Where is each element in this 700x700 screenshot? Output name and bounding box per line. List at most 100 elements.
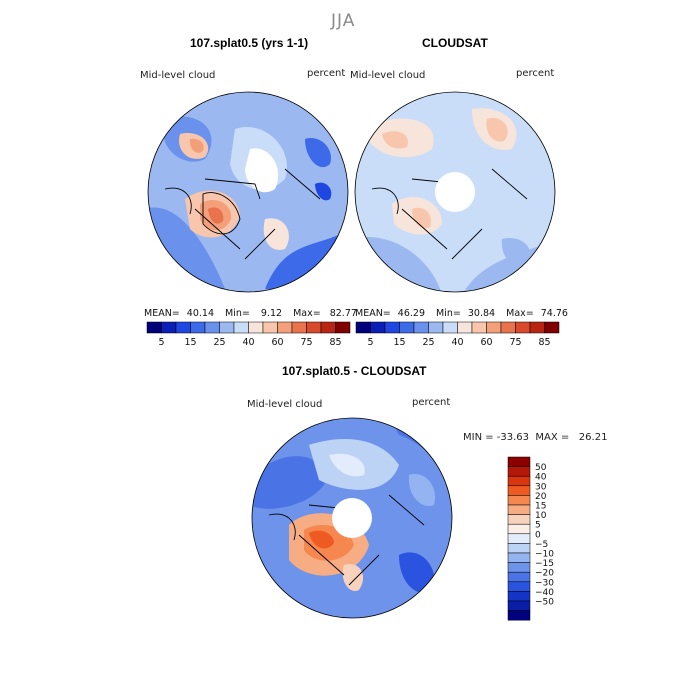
colorbar-swatch: [370, 321, 386, 334]
colorbar-swatch: [507, 562, 531, 573]
colorbar-swatch: [507, 466, 531, 477]
colorbar-tick-label: 40: [451, 337, 463, 347]
colorbar-swatch: [146, 321, 162, 334]
colorbar-cloudsat: 515254060758595: [355, 321, 560, 347]
panel1-mean-label: MEAN=: [144, 308, 180, 319]
colorbar-swatch: [175, 321, 191, 334]
colorbar-tick-label: 15: [535, 502, 546, 512]
map-cloudsat: [354, 91, 556, 293]
panel1-min-label: Min=: [225, 308, 250, 319]
colorbar-swatch: [507, 485, 531, 496]
colorbar-tick-label: 60: [480, 337, 492, 347]
colorbar-swatch: [529, 321, 545, 334]
colorbar-swatch: [507, 504, 531, 515]
colorbar-tick-label: 75: [300, 337, 312, 347]
colorbar-tick-label: 50: [535, 463, 547, 473]
colorbar-swatch: [413, 321, 429, 334]
panel1-min-value: 9.12: [260, 308, 283, 319]
panel2-min-value: 30.84: [467, 308, 496, 319]
colorbar-tick-label: 5: [367, 337, 373, 347]
colorbar-swatch: [428, 321, 444, 334]
colorbar-swatch: [507, 495, 531, 506]
panel2-stats: MEAN= 46.29 Min= 30.84 Max= 74.76: [355, 308, 568, 319]
colorbar-swatch: [507, 456, 531, 467]
colorbar-tick-label: 25: [422, 337, 434, 347]
panel1-stats: MEAN= 40.14 Min= 9.12 Max= 82.77: [144, 308, 357, 319]
colorbar-model: 515254060758595: [146, 321, 351, 347]
colorbar-tick-label: −50: [535, 598, 554, 608]
colorbar-tick-label: 15: [393, 337, 405, 347]
colorbar-swatch: [507, 610, 531, 621]
colorbar-swatch: [507, 552, 531, 563]
panel2-units-label: percent: [516, 68, 555, 79]
colorbar-tick-label: 40: [242, 337, 254, 347]
colorbar-tick-label: −40: [535, 588, 554, 598]
colorbar-tick-label: 25: [213, 337, 225, 347]
colorbar-swatch: [204, 321, 220, 334]
colorbar-swatch: [486, 321, 502, 334]
colorbar-swatch: [161, 321, 177, 334]
colorbar-swatch: [291, 321, 307, 334]
season-title: JJA: [331, 11, 356, 31]
colorbar-swatch: [471, 321, 487, 334]
panel3-title: 107.splat0.5 - CLOUDSAT: [282, 364, 427, 378]
panel1-mean-value: 40.14: [186, 308, 214, 319]
colorbar-tick-label: 10: [535, 511, 547, 521]
colorbar-swatch: [507, 581, 531, 592]
colorbar-tick-label: 5: [158, 337, 164, 347]
colorbar-swatch: [320, 321, 336, 334]
panel2-max-value: 74.76: [540, 308, 568, 319]
panel3-units-label: percent: [412, 397, 451, 408]
colorbar-swatch: [248, 321, 264, 334]
colorbar-swatch: [507, 475, 531, 487]
colorbar-swatch: [233, 321, 249, 334]
panel1-title: 107.splat0.5 (yrs 1-1): [190, 36, 309, 50]
colorbar-tick-label: 85: [329, 337, 341, 347]
colorbar-tick-label: 15: [184, 337, 196, 347]
colorbar-swatch: [442, 321, 458, 334]
panel2-min-label: Min=: [436, 308, 461, 319]
colorbar-tick-label: −5: [535, 540, 548, 550]
colorbar-swatch: [262, 321, 278, 334]
panel2-max-label: Max=: [506, 308, 534, 319]
panel3-variable-label: Mid-level cloud: [247, 399, 323, 410]
colorbar-swatch: [515, 321, 531, 334]
colorbar-tick-label: 75: [509, 337, 521, 347]
colorbar-tick-label: 40: [535, 473, 547, 483]
colorbar-swatch: [500, 321, 516, 334]
colorbar-swatch: [277, 321, 293, 334]
colorbar-tick-label: 60: [271, 337, 283, 347]
colorbar-swatch: [507, 533, 531, 544]
colorbar-swatch: [507, 591, 531, 602]
panel2-mean-value: 46.29: [397, 308, 425, 319]
colorbar-swatch: [190, 321, 206, 334]
colorbar-swatch: [507, 600, 531, 611]
colorbar-tick-label: 85: [538, 337, 550, 347]
panel2-title: CLOUDSAT: [422, 36, 488, 50]
panel2-mean-label: MEAN=: [355, 308, 391, 319]
colorbar-swatch: [306, 321, 322, 334]
colorbar-swatch: [457, 321, 473, 334]
colorbar-tick-label: −10: [535, 550, 554, 560]
colorbar-swatch: [399, 321, 415, 334]
colorbar-swatch: [507, 571, 531, 583]
panel1-max-label: Max=: [293, 308, 321, 319]
map-model: [147, 91, 349, 293]
colorbar-tick-label: 0: [535, 530, 541, 540]
colorbar-tick-label: −15: [535, 559, 554, 569]
colorbar-tick-label: −30: [535, 578, 554, 588]
colorbar-swatch: [384, 321, 400, 334]
colorbar-swatch: [507, 523, 531, 535]
panel1-max-value: 82.77: [329, 308, 357, 319]
colorbar-tick-label: 5: [535, 521, 541, 531]
panel1-variable-label: Mid-level cloud: [140, 70, 216, 81]
colorbar-swatch: [507, 514, 531, 525]
colorbar-swatch: [219, 321, 235, 334]
panel1-units-label: percent: [307, 68, 346, 79]
colorbar-swatch: [355, 321, 371, 334]
panel2-variable-label: Mid-level cloud: [350, 70, 426, 81]
colorbar-swatch: [335, 321, 351, 334]
colorbar-swatch: [507, 543, 531, 554]
colorbar-swatch: [544, 321, 560, 334]
